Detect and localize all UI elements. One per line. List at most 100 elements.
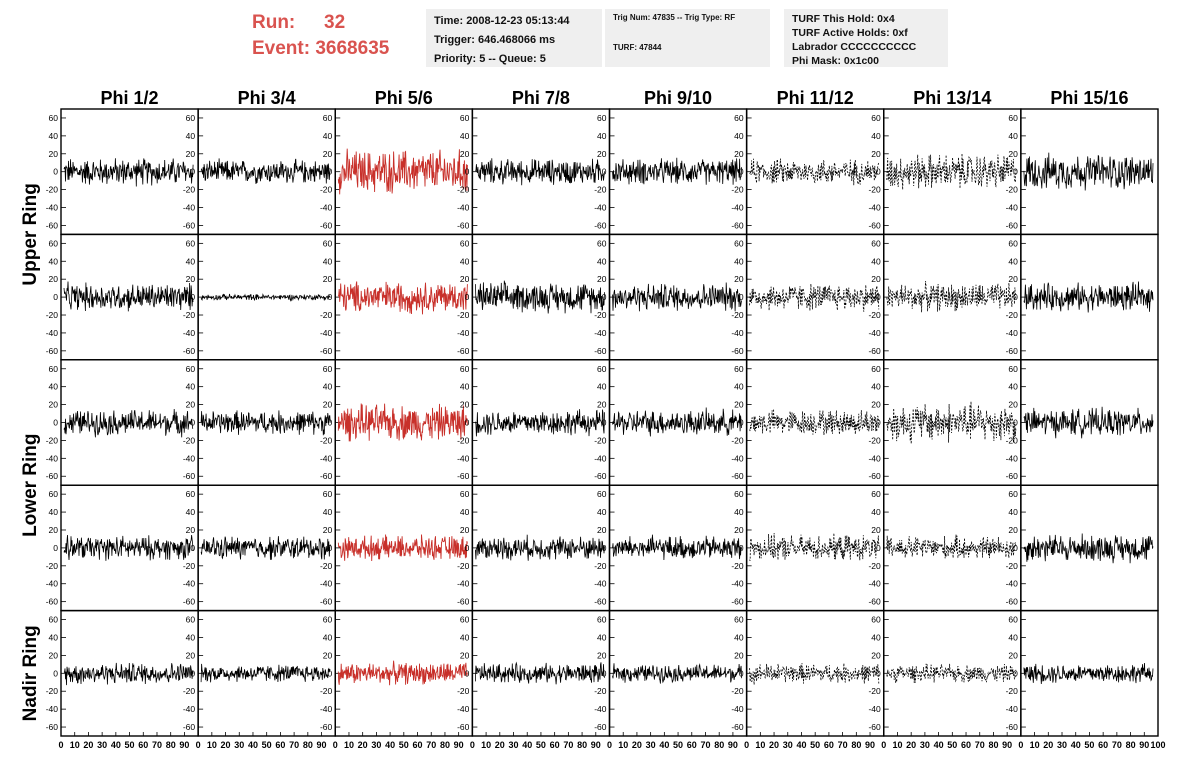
column-header: Phi 1/2 (101, 88, 159, 108)
panel-frame (883, 484, 1022, 612)
y-tick-label: -60 (320, 722, 333, 732)
x-tick-label: 10 (755, 740, 765, 750)
y-tick-label: 20 (186, 149, 196, 159)
y-tick-label: 20 (734, 274, 744, 284)
y-tick-label: -20 (868, 561, 881, 571)
x-tick-label: 0 (196, 740, 201, 750)
column-header: Phi 9/10 (644, 88, 712, 108)
y-tick-label: -40 (457, 453, 470, 463)
y-tick-label: 60 (186, 615, 196, 625)
x-tick-label: 90 (728, 740, 738, 750)
x-tick-label: 10 (344, 740, 354, 750)
x-tick-label: 70 (975, 740, 985, 750)
y-tick-label: 40 (323, 382, 333, 392)
y-tick-label: 0 (1013, 418, 1018, 428)
y-tick-label: -60 (46, 597, 59, 607)
y-tick-label: 0 (53, 543, 58, 553)
waveform-trace (200, 536, 331, 560)
y-tick-label: -20 (46, 185, 59, 195)
waveform-trace (886, 663, 1017, 683)
y-tick-label: 60 (323, 238, 333, 248)
y-tick-label: 40 (1008, 256, 1018, 266)
y-tick-label: -40 (183, 453, 196, 463)
x-tick-label: 60 (413, 740, 423, 750)
waveform-trace (475, 661, 605, 685)
y-tick-label: -20 (868, 185, 881, 195)
waveform-trace (63, 662, 194, 686)
y-tick-label: 0 (876, 418, 881, 428)
y-tick-label: 60 (323, 364, 333, 374)
labrador-text: Labrador CCCCCCCCCC (792, 41, 917, 53)
waveform-trace (612, 407, 742, 437)
y-tick-label: -20 (594, 435, 607, 445)
y-tick-label: -60 (594, 346, 607, 356)
y-tick-label: 0 (1013, 292, 1018, 302)
y-tick-label: 60 (1008, 238, 1018, 248)
x-tick-label: 50 (399, 740, 409, 750)
y-tick-label: 40 (597, 131, 607, 141)
y-tick-label: 40 (734, 382, 744, 392)
y-tick-label: 60 (323, 489, 333, 499)
y-tick-label: -40 (46, 704, 59, 714)
y-tick-label: -20 (320, 561, 333, 571)
y-tick-label: 0 (739, 167, 744, 177)
y-tick-label: 0 (328, 668, 333, 678)
y-tick-label: -60 (868, 471, 881, 481)
y-tick-label: 40 (597, 382, 607, 392)
y-tick-label: 0 (876, 543, 881, 553)
x-tick-label: 40 (934, 740, 944, 750)
y-tick-label: 0 (1013, 543, 1018, 553)
y-tick-label: -60 (46, 722, 59, 732)
waveform-trace (1023, 281, 1154, 313)
x-tick-label: 0 (881, 740, 886, 750)
x-tick-label: 90 (865, 740, 875, 750)
waveform-trace (612, 663, 742, 684)
y-tick-label: -60 (46, 346, 59, 356)
x-tick-label: 70 (426, 740, 436, 750)
y-tick-label: -60 (868, 346, 881, 356)
x-tick-label: 80 (714, 740, 724, 750)
y-tick-label: 20 (871, 525, 881, 535)
y-tick-label: -40 (868, 579, 881, 589)
y-tick-label: -40 (731, 579, 744, 589)
x-tick-label: 60 (275, 740, 285, 750)
y-tick-label: 0 (739, 292, 744, 302)
x-tick-label: 100 (1150, 740, 1165, 750)
y-tick-label: 60 (49, 489, 59, 499)
x-tick-label: 20 (495, 740, 505, 750)
y-tick-label: 40 (323, 507, 333, 517)
x-tick-label: 70 (289, 740, 299, 750)
y-tick-label: 20 (323, 650, 333, 660)
y-tick-label: 60 (460, 615, 470, 625)
x-tick-label: 50 (536, 740, 546, 750)
x-tick-label: 30 (97, 740, 107, 750)
y-tick-label: -60 (731, 220, 744, 230)
y-tick-label: 0 (53, 167, 58, 177)
y-tick-label: -60 (1006, 722, 1019, 732)
y-tick-label: -60 (731, 722, 744, 732)
y-tick-label: 40 (186, 131, 196, 141)
y-tick-label: 20 (186, 274, 196, 284)
y-tick-label: 20 (460, 149, 470, 159)
x-tick-label: 50 (673, 740, 683, 750)
x-tick-label: 80 (1126, 740, 1136, 750)
y-tick-label: 20 (460, 525, 470, 535)
y-tick-label: 20 (49, 525, 59, 535)
y-tick-label: 0 (602, 668, 607, 678)
waveform-trace (1023, 152, 1154, 191)
y-tick-label: -60 (457, 722, 470, 732)
y-tick-label: 0 (53, 292, 58, 302)
x-tick-label: 10 (892, 740, 902, 750)
x-tick-label: 40 (111, 740, 121, 750)
x-tick-label: 80 (440, 740, 450, 750)
waveform-trace (749, 158, 880, 186)
y-tick-label: 0 (190, 668, 195, 678)
y-tick-label: -20 (320, 185, 333, 195)
y-tick-label: -40 (183, 203, 196, 213)
x-tick-label: 0 (607, 740, 612, 750)
x-tick-label: 50 (810, 740, 820, 750)
y-tick-label: 0 (602, 167, 607, 177)
y-tick-label: 40 (734, 632, 744, 642)
y-tick-label: 0 (465, 543, 470, 553)
y-tick-label: 40 (871, 256, 881, 266)
